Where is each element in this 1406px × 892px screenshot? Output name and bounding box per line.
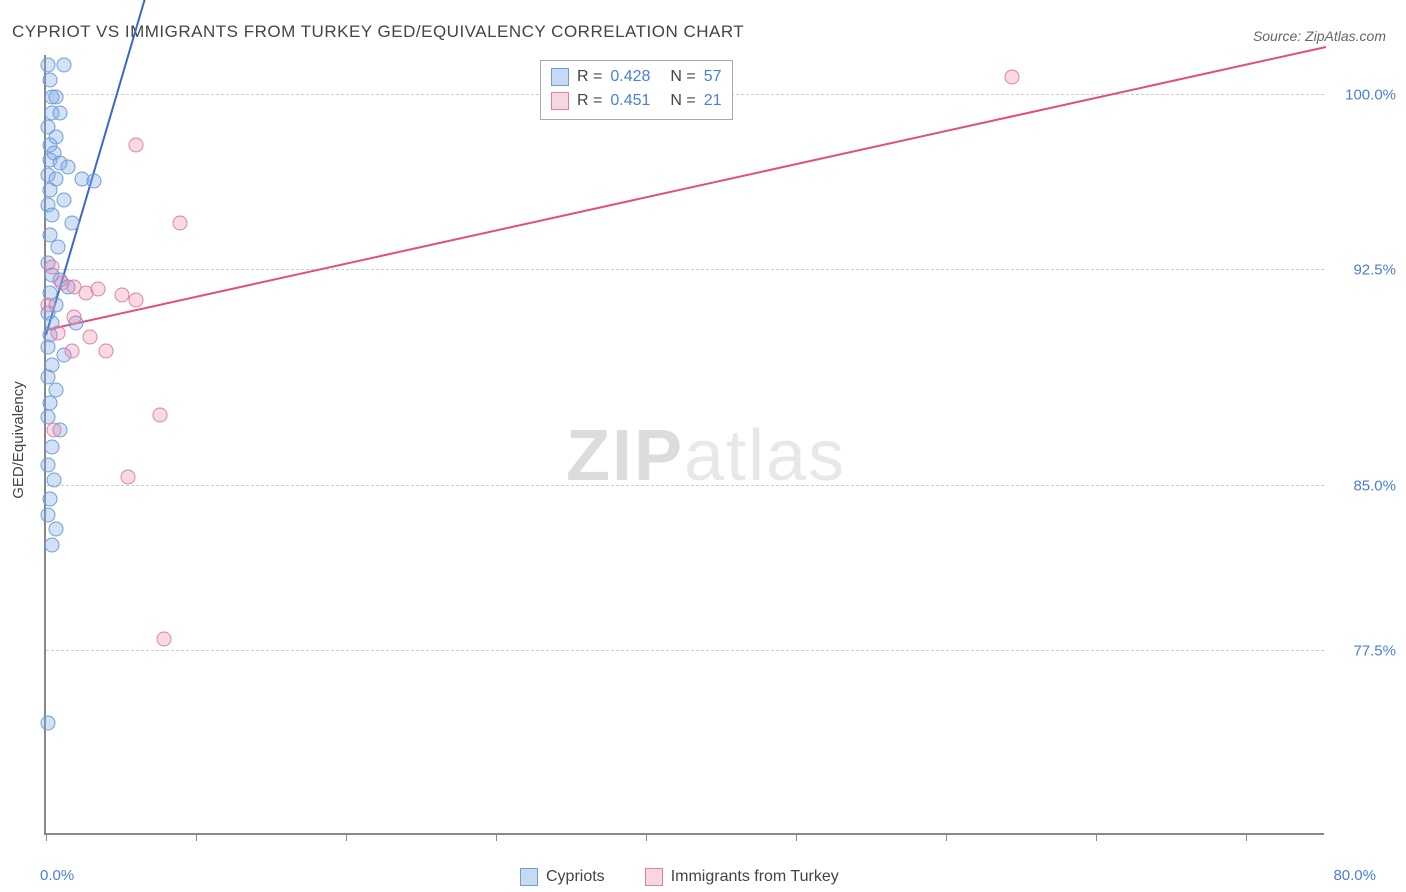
data-point — [153, 408, 168, 423]
y-tick-label: 100.0% — [1336, 87, 1396, 104]
data-point — [157, 632, 172, 647]
stat-r-label: R = — [577, 89, 602, 113]
data-point — [65, 216, 80, 231]
data-point — [61, 160, 76, 175]
y-axis-label: GED/Equivalency — [10, 381, 27, 499]
stat-r-value-1: 0.451 — [610, 89, 650, 113]
data-point — [65, 344, 80, 359]
trend-lines — [46, 55, 1326, 835]
stats-legend: R = 0.428 N = 57 R = 0.451 N = 21 — [540, 60, 733, 120]
y-tick-label: 77.5% — [1336, 643, 1396, 660]
data-point — [41, 716, 56, 731]
data-point — [43, 183, 58, 198]
data-point — [57, 58, 72, 73]
data-point — [1005, 70, 1020, 85]
x-tick-label-right: 80.0% — [1333, 867, 1376, 884]
data-point — [45, 538, 60, 553]
data-point — [49, 90, 64, 105]
data-point — [57, 193, 72, 208]
legend-label-1: Immigrants from Turkey — [671, 868, 839, 886]
data-point — [87, 174, 102, 189]
legend-item-0: Cypriots — [520, 868, 605, 886]
legend-label-0: Cypriots — [546, 868, 605, 886]
data-point — [41, 340, 56, 355]
legend-swatch-turkey — [645, 868, 663, 886]
stat-r-label: R = — [577, 65, 602, 89]
plot-area: ZIPatlas 100.0%92.5%85.0%77.5% R = 0.428… — [44, 55, 1324, 835]
y-tick-label: 85.0% — [1336, 478, 1396, 495]
bottom-legend: Cypriots Immigrants from Turkey — [520, 868, 839, 886]
data-point — [129, 293, 144, 308]
y-tick-label: 92.5% — [1336, 262, 1396, 279]
stat-n-label: N = — [670, 89, 695, 113]
data-point — [99, 344, 114, 359]
data-point — [41, 458, 56, 473]
data-point — [121, 470, 136, 485]
data-point — [47, 473, 62, 488]
stats-row-1: R = 0.451 N = 21 — [551, 89, 722, 113]
data-point — [67, 310, 82, 325]
data-point — [41, 298, 56, 313]
data-point — [53, 106, 68, 121]
chart-title: CYPRIOT VS IMMIGRANTS FROM TURKEY GED/EQ… — [12, 22, 744, 42]
stat-n-label: N = — [670, 65, 695, 89]
data-point — [43, 73, 58, 88]
stat-n-value-0: 57 — [704, 65, 722, 89]
data-point — [91, 282, 106, 297]
data-point — [129, 138, 144, 153]
stat-n-value-1: 21 — [704, 89, 722, 113]
data-point — [45, 440, 60, 455]
data-point — [115, 288, 130, 303]
data-point — [43, 492, 58, 507]
data-point — [49, 522, 64, 537]
legend-item-1: Immigrants from Turkey — [645, 868, 839, 886]
data-point — [45, 260, 60, 275]
data-point — [173, 216, 188, 231]
data-point — [43, 396, 58, 411]
legend-swatch-cypriots — [520, 868, 538, 886]
data-point — [51, 326, 66, 341]
data-point — [47, 423, 62, 438]
source-label: Source: ZipAtlas.com — [1253, 28, 1386, 44]
data-point — [45, 208, 60, 223]
swatch-turkey — [551, 92, 569, 110]
x-tick-label-left: 0.0% — [40, 867, 74, 884]
data-point — [41, 58, 56, 73]
data-point — [83, 330, 98, 345]
data-point — [41, 508, 56, 523]
stats-row-0: R = 0.428 N = 57 — [551, 65, 722, 89]
data-point — [51, 240, 66, 255]
stat-r-value-0: 0.428 — [610, 65, 650, 89]
swatch-cypriots — [551, 68, 569, 86]
